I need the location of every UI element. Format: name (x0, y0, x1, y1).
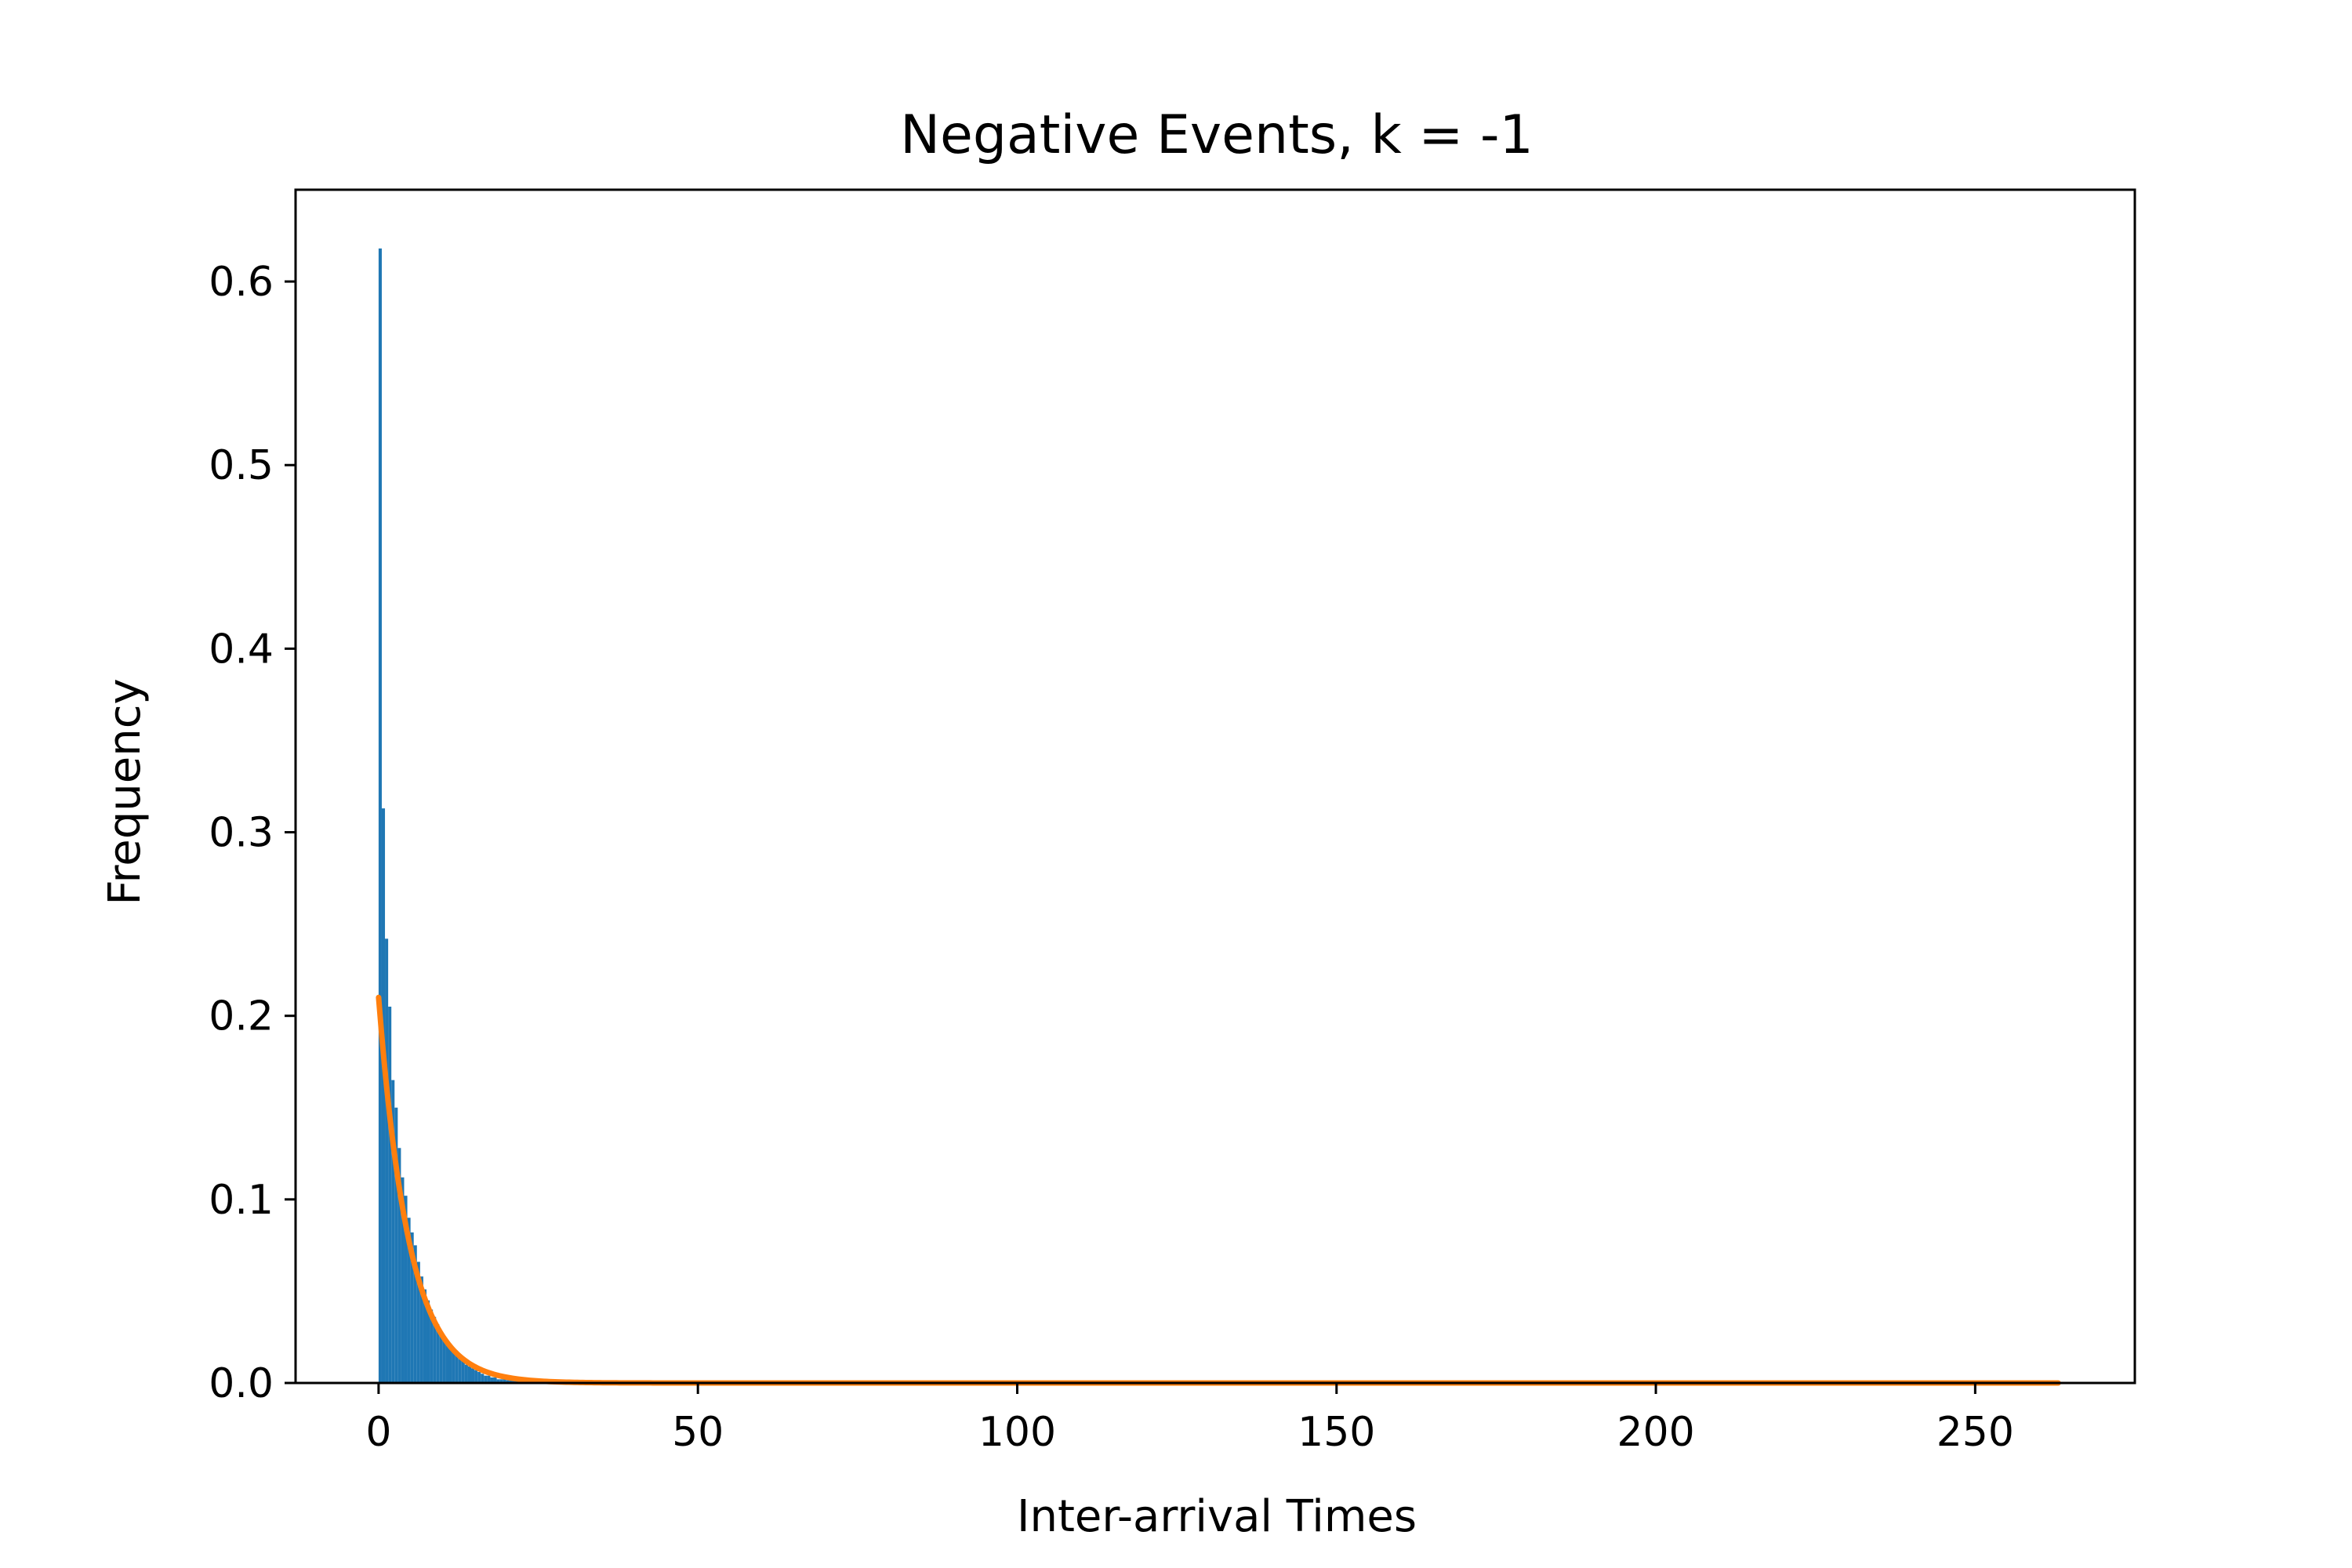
y-tick-label: 0.1 (209, 1177, 274, 1224)
x-tick-label: 100 (978, 1409, 1056, 1456)
y-tick-label: 0.4 (209, 626, 274, 673)
histogram-bar (439, 1331, 443, 1383)
histogram-bar (458, 1359, 462, 1383)
histogram-bar (385, 938, 389, 1383)
histogram-bar (436, 1324, 440, 1383)
histogram-bar (413, 1245, 417, 1383)
histogram-bar (391, 1080, 395, 1383)
y-axis: 0.0 0.1 0.2 0.3 0.4 0.5 0.6 (209, 259, 296, 1407)
histogram-bar (419, 1276, 423, 1383)
histogram-bar (509, 1380, 513, 1383)
y-tick-label: 0.0 (209, 1360, 274, 1407)
x-axis-title: Inter-arrival Times (1017, 1491, 1417, 1542)
histogram-bar (487, 1375, 491, 1383)
histogram-bar (423, 1289, 426, 1383)
histogram-bar (404, 1196, 408, 1383)
histogram-bar (481, 1374, 485, 1383)
histogram-bar (467, 1366, 472, 1383)
histogram-bar (388, 1006, 392, 1383)
x-tick-label: 150 (1298, 1409, 1375, 1456)
histogram-bar (378, 248, 382, 1384)
histogram-bar (416, 1261, 420, 1383)
histogram-bar (397, 1148, 401, 1383)
histogram-bar (499, 1379, 503, 1383)
histogram-bar (381, 808, 386, 1383)
histogram-bars (378, 248, 571, 1384)
histogram-bar (426, 1300, 430, 1383)
y-tick-label: 0.5 (209, 442, 274, 489)
histogram-bar (474, 1370, 478, 1383)
histogram-bar (496, 1379, 500, 1383)
histogram-bar (464, 1364, 468, 1383)
histogram-bar (442, 1337, 446, 1383)
chart-title: Negative Events, k = -1 (900, 104, 1534, 166)
y-tick-label: 0.3 (209, 810, 274, 857)
axes-frame (294, 188, 2136, 1385)
histogram-bar (433, 1316, 437, 1383)
y-tick-label: 0.6 (209, 259, 274, 306)
histogram-bar (448, 1348, 452, 1383)
histogram-bar (455, 1355, 459, 1383)
y-tick-label: 0.2 (209, 993, 274, 1040)
histogram-bar (401, 1177, 405, 1383)
histogram-bar (477, 1371, 481, 1383)
y-axis-title: Frequency (100, 678, 151, 905)
x-tick-label: 0 (365, 1409, 391, 1456)
histogram-bar (461, 1360, 465, 1383)
histogram-bar (506, 1380, 510, 1383)
histogram-bar (471, 1368, 475, 1383)
histogram-bar (407, 1218, 411, 1383)
x-tick-label: 200 (1617, 1409, 1694, 1456)
histogram-bar (394, 1107, 398, 1383)
histogram-bar (410, 1232, 414, 1383)
histogram-bar (430, 1309, 434, 1383)
histogram-bar (493, 1377, 497, 1383)
histogram-bar (445, 1342, 449, 1383)
histogram-bar (503, 1379, 506, 1383)
histogram-bar (452, 1352, 456, 1383)
x-axis: 0 50 100 150 200 250 (365, 1383, 2014, 1456)
histogram-bar (490, 1377, 494, 1383)
x-tick-label: 50 (672, 1409, 724, 1456)
histogram-bar (484, 1375, 488, 1383)
x-tick-label: 250 (1936, 1409, 2014, 1456)
